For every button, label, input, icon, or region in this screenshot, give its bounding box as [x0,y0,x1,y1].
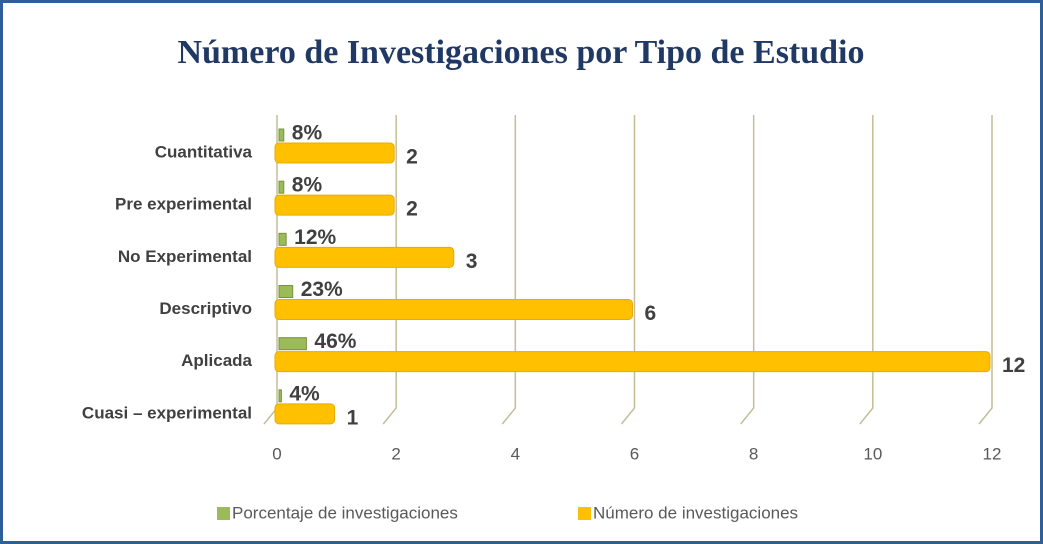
grid-line [978,115,993,425]
y-tick-label: Descriptivo [159,299,252,318]
y-tick-label: Aplicada [181,351,252,370]
bar [274,403,336,425]
x-tick-label: 4 [511,444,520,463]
bar [274,194,395,216]
bar [274,246,455,268]
grid-line [382,115,397,425]
bar [278,337,307,351]
bar [278,180,285,194]
value-label: 4% [289,382,320,405]
x-tick-label: 6 [630,444,639,463]
value-label: 2 [406,146,418,169]
grid-line [740,115,755,425]
x-tick-label: 8 [749,444,758,463]
legend-label: Número de investigaciones [593,503,798,522]
value-label: 46% [314,330,356,353]
x-tick-label: 12 [983,444,1002,463]
bar [278,232,287,246]
grid-line [620,115,636,425]
grid-line [859,115,874,425]
chart-title: Número de Investigaciones por Tipo de Es… [177,34,864,71]
y-tick-label: No Experimental [118,247,252,266]
bar [274,299,633,320]
value-label: 1 [347,406,359,429]
bar [278,285,294,298]
value-label: 23% [301,278,343,301]
value-label: 8% [292,122,323,145]
value-label: 8% [292,174,323,197]
bar [278,389,282,403]
bar [274,351,991,373]
legend-swatch [217,507,230,520]
legend-label: Porcentaje de investigaciones [232,503,458,522]
y-tick-label: Cuasi – experimental [82,403,252,422]
value-label: 12 [1002,354,1025,377]
value-label: 12% [294,226,336,249]
bar [274,142,395,164]
y-tick-label: Cuantitativa [155,142,253,161]
y-tick-label: Pre experimental [115,195,252,214]
x-tick-label: 2 [391,444,400,463]
bar [278,128,285,142]
grid-line [263,115,278,425]
value-label: 2 [406,198,418,221]
value-label: 3 [466,250,478,273]
grid-line [501,115,517,425]
value-label: 6 [645,302,657,325]
x-tick-label: 10 [863,444,882,463]
legend-swatch [578,507,591,520]
x-tick-label: 0 [272,444,281,463]
